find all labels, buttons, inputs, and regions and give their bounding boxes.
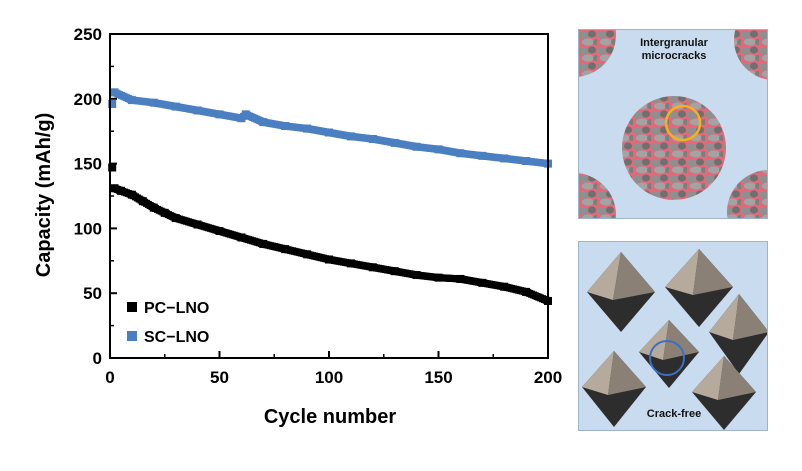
top-panel-label: Intergranular microcracks [640, 37, 708, 62]
data-point [108, 99, 117, 108]
data-point [478, 278, 487, 287]
data-point [390, 138, 399, 147]
data-point [259, 239, 268, 248]
data-point [368, 263, 377, 272]
data-point [281, 122, 290, 131]
highlight-circle-bottom [649, 340, 685, 376]
octahedron-3 [639, 320, 699, 388]
data-point [110, 88, 119, 97]
x-tick-label: 50 [210, 368, 229, 387]
y-tick-label: 100 [74, 219, 102, 238]
octahedron-4 [709, 294, 767, 374]
particle-top-left [579, 30, 616, 77]
y-tick-label: 0 [93, 349, 102, 368]
data-point [325, 255, 333, 264]
data-point [303, 250, 312, 259]
data-point [412, 271, 421, 280]
y-axis-label: Capacity (mAh/g) [33, 113, 55, 277]
data-point [390, 267, 399, 276]
legend: PC−LNO SC−LNO [127, 300, 209, 346]
data-point [171, 102, 180, 111]
data-point [522, 287, 531, 296]
data-point [149, 98, 158, 107]
data-point [500, 154, 509, 163]
octahedron-1 [587, 252, 655, 332]
data-point [116, 186, 125, 195]
data-point [522, 157, 531, 166]
data-point [456, 149, 465, 158]
polycrystal-schematic-panel: Intergranular microcracks [578, 29, 768, 219]
data-point [237, 233, 246, 242]
data-point [110, 184, 119, 193]
data-point [500, 282, 509, 291]
particle-bottom-right [727, 170, 767, 218]
particle-bottom-left [579, 173, 616, 218]
data-point [138, 197, 147, 206]
data-point [281, 245, 290, 254]
data-point [412, 142, 421, 151]
single-crystal-schematic-panel: Crack-free [578, 241, 768, 431]
data-point [193, 106, 202, 115]
y-tick-label: 250 [74, 25, 102, 44]
data-point [478, 151, 487, 160]
data-point [241, 110, 250, 119]
octahedron-6 [692, 356, 756, 430]
data-point [215, 226, 224, 235]
series-pc-lno [108, 163, 552, 305]
data-point [149, 203, 158, 212]
x-tick-label: 0 [105, 368, 114, 387]
y-tick-label: 50 [83, 284, 102, 303]
data-point [325, 128, 333, 137]
capacity-chart: 0 50 100 150 200 0 50 100 150 200 250 Cycle number… [33, 25, 563, 428]
data-point [127, 96, 136, 105]
data-point [237, 114, 246, 123]
data-point [171, 214, 180, 223]
x-tick-label: 150 [424, 368, 452, 387]
data-point [193, 220, 202, 229]
particle-top-right [734, 30, 767, 80]
data-point [456, 274, 465, 283]
highlight-circle-top [664, 104, 702, 142]
single-crystal-illustration [582, 249, 767, 430]
x-axis-label: Cycle number [264, 406, 396, 428]
y-tick-label: 150 [74, 155, 102, 174]
x-tick-label: 200 [534, 368, 562, 387]
legend-marker-sc-lno [127, 331, 137, 341]
series-sc-lno [108, 88, 552, 168]
data-point [259, 118, 268, 127]
axes-layer: 0 50 100 150 200 0 50 100 150 200 250 [74, 25, 563, 387]
data-point [303, 124, 312, 133]
data-point [160, 208, 169, 217]
data-point [127, 190, 136, 199]
data-point [215, 110, 224, 119]
polycrystal-illustration [579, 30, 767, 218]
particle-center [622, 96, 726, 200]
data-point [434, 145, 443, 154]
octahedron-2 [665, 249, 733, 327]
data-point [434, 273, 443, 282]
data-point [346, 132, 355, 141]
legend-marker-pc-lno [127, 302, 137, 312]
legend-label-sc-lno: SC−LNO [144, 329, 209, 346]
y-tick-label: 200 [74, 90, 102, 109]
bottom-panel-label: Crack-free [646, 408, 702, 420]
legend-label-pc-lno: PC−LNO [144, 300, 209, 317]
octahedron-5 [582, 351, 646, 427]
data-point [346, 259, 355, 268]
data-point [368, 134, 377, 143]
data-series-layer [108, 88, 552, 305]
data-point [108, 163, 117, 172]
x-tick-label: 100 [315, 368, 343, 387]
